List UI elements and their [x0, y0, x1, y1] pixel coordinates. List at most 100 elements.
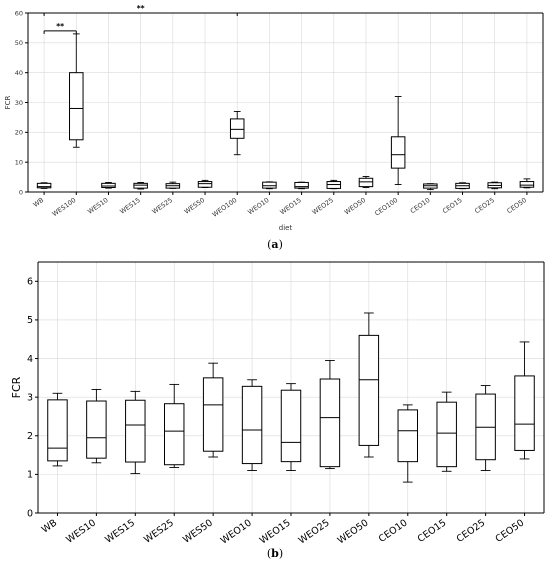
- box-iqr: [229, 118, 245, 139]
- box-CEO25: [487, 181, 502, 190]
- box-iqr: [197, 181, 213, 188]
- x-tick-label: WES50: [183, 196, 206, 216]
- box-iqr: [86, 400, 107, 459]
- x-tick-label: WB: [40, 517, 59, 535]
- box-WB: [47, 392, 68, 467]
- box-CEO50: [519, 178, 535, 189]
- box-iqr: [47, 399, 68, 462]
- x-tick-label: WES10: [64, 517, 98, 545]
- box-WES50: [202, 362, 224, 458]
- significance-label: **: [56, 22, 64, 31]
- significance-bracket: **: [43, 22, 77, 34]
- x-tick-label: WES100: [51, 196, 78, 218]
- x-tick-label: CEO15: [441, 196, 464, 215]
- x-tick-label: WEO50: [336, 517, 371, 546]
- box-CEO100: [390, 96, 406, 185]
- box-iqr: [241, 385, 263, 465]
- box-WEO50: [358, 176, 374, 188]
- y-tick-label: 20: [15, 129, 23, 137]
- box-WES25: [164, 383, 185, 468]
- box-iqr: [202, 377, 224, 452]
- x-tick-label: WEO10: [246, 196, 270, 216]
- x-tick-label: WES25: [151, 196, 174, 216]
- y-tick-label: 6: [27, 277, 33, 288]
- x-tick-label: WES25: [142, 517, 176, 545]
- caption-b: (b): [267, 547, 283, 560]
- x-tick-label: CEO50: [494, 517, 527, 544]
- x-tick-label: CEO50: [505, 196, 528, 215]
- caption-a: (a): [267, 238, 283, 251]
- y-tick-label: 10: [15, 158, 23, 166]
- y-tick-label: 1: [27, 470, 33, 481]
- y-axis-label: FCR: [4, 95, 12, 109]
- x-tick-label: WEO100: [211, 196, 239, 219]
- box-iqr: [519, 181, 535, 188]
- x-tick-label: CEO25: [455, 517, 488, 544]
- box-WES10: [101, 182, 116, 189]
- box-CEO50: [514, 341, 535, 460]
- x-tick-label: CEO25: [473, 196, 496, 215]
- y-tick-label: 0: [19, 188, 23, 196]
- box-iqr: [390, 136, 406, 169]
- x-tick-label: WEO25: [311, 196, 335, 216]
- x-tick-label: WES15: [118, 196, 141, 216]
- box-iqr: [101, 182, 116, 189]
- box-iqr: [319, 378, 341, 468]
- y-tick-label: 4: [27, 354, 33, 365]
- box-CEO10: [397, 404, 418, 483]
- box-iqr: [36, 182, 52, 189]
- box-CEO25: [475, 385, 496, 471]
- box-WEO50: [358, 312, 380, 458]
- chart-panel-a: 0 10 20 30 40 50 60 WB WES100 WES10 WES15 WES25 WES5…: [4, 4, 544, 232]
- box-WES25: [165, 181, 181, 189]
- box-iqr: [280, 389, 302, 463]
- box-iqr: [294, 181, 309, 189]
- x-tick-label: CEO10: [409, 196, 432, 215]
- x-tick-label: WEO15: [279, 196, 303, 216]
- y-tick-label: 3: [27, 392, 33, 403]
- x-tick-label: WEO15: [258, 517, 293, 546]
- significance-label: **: [137, 4, 145, 13]
- box-iqr: [164, 403, 185, 466]
- box-WEO10: [262, 181, 277, 190]
- x-tick-label: WEO25: [297, 517, 332, 546]
- box-WB: [36, 182, 52, 189]
- y-tick-label: 5: [27, 315, 33, 326]
- x-tick-label: WES15: [103, 517, 137, 545]
- x-tick-label: CEO100: [373, 196, 399, 218]
- x-tick-label: CEO15: [416, 517, 449, 544]
- y-axis-label: FCR: [10, 376, 23, 398]
- x-tick-label: WES50: [181, 517, 215, 545]
- y-tick-label: 50: [15, 39, 23, 47]
- box-WEO15: [280, 383, 302, 471]
- box-WES15: [133, 182, 148, 190]
- box-iqr: [358, 334, 380, 446]
- box-iqr: [397, 409, 418, 463]
- box-WES50: [197, 179, 213, 188]
- x-tick-label: WB: [32, 196, 46, 209]
- y-tick-label: 2: [27, 431, 33, 442]
- box-iqr: [133, 182, 148, 189]
- y-tick-label: 0: [27, 508, 33, 519]
- box-WEO25: [326, 179, 342, 190]
- box-WEO100: [229, 110, 245, 156]
- significance-bracket: **: [43, 4, 238, 16]
- box-WES10: [86, 388, 107, 464]
- box-WES15: [125, 390, 146, 475]
- y-tick-label: 40: [15, 69, 23, 77]
- x-tick-label: CEO10: [377, 517, 410, 544]
- x-tick-label: WEO50: [343, 196, 367, 216]
- x-tick-label: WES10: [86, 196, 109, 216]
- box-WES100: [69, 33, 84, 148]
- box-iqr: [436, 401, 457, 468]
- x-tick-label: WEO10: [219, 517, 254, 546]
- box-WEO25: [319, 360, 341, 470]
- y-tick-label: 30: [15, 99, 23, 107]
- box-iqr: [514, 375, 535, 451]
- box-iqr: [358, 177, 374, 188]
- y-tick-label: 60: [15, 9, 23, 17]
- box-WEO15: [294, 181, 309, 190]
- box-CEO15: [455, 182, 470, 190]
- box-iqr: [125, 399, 146, 463]
